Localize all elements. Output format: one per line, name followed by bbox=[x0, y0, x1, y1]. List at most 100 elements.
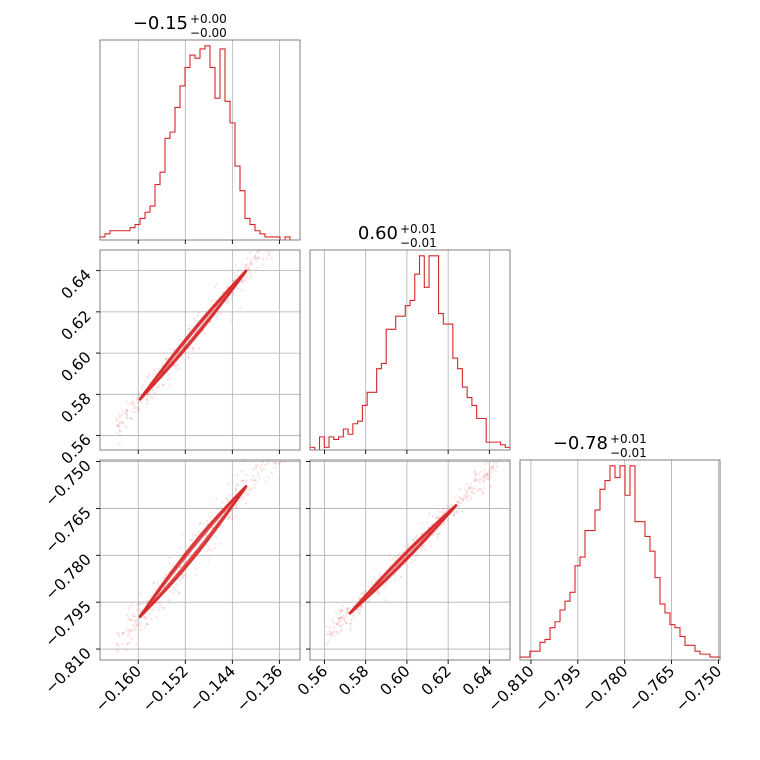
sample-point bbox=[232, 518, 235, 521]
sample-point bbox=[219, 506, 222, 509]
sample-point bbox=[339, 619, 342, 623]
sample-point bbox=[118, 443, 121, 447]
sample-point bbox=[159, 603, 163, 607]
sample-point bbox=[457, 496, 461, 499]
sample-point bbox=[239, 307, 242, 310]
histogram-2 bbox=[519, 465, 721, 660]
sample-point bbox=[235, 286, 238, 290]
sample-point bbox=[233, 294, 236, 297]
sample-point bbox=[456, 500, 460, 504]
sample-point bbox=[187, 348, 191, 351]
sample-point bbox=[168, 589, 172, 593]
sample-point bbox=[256, 471, 260, 474]
sample-point bbox=[248, 271, 252, 274]
sample-point bbox=[485, 474, 488, 477]
sample-point bbox=[217, 312, 220, 315]
sample-point bbox=[116, 424, 119, 428]
sample-point bbox=[415, 554, 418, 557]
x-ticks: 0.56 0.58 0.60 0.62 0.64 bbox=[294, 660, 496, 699]
sample-point bbox=[221, 501, 224, 504]
sample-point bbox=[191, 346, 195, 350]
sample-point bbox=[240, 279, 244, 283]
sample-point bbox=[151, 388, 155, 392]
sample-point bbox=[340, 616, 343, 619]
contour-1 bbox=[138, 484, 248, 619]
sample-point bbox=[157, 367, 161, 371]
sample-point bbox=[118, 415, 122, 419]
sample-point bbox=[353, 617, 357, 620]
sample-point bbox=[267, 252, 271, 255]
sample-point bbox=[124, 411, 127, 415]
sample-point bbox=[409, 560, 413, 564]
sample-point bbox=[466, 499, 469, 502]
sample-point bbox=[230, 319, 233, 322]
sample-point bbox=[174, 366, 178, 369]
sample-point bbox=[403, 544, 406, 547]
sample-point bbox=[117, 425, 120, 428]
sample-point bbox=[455, 510, 459, 513]
sample-point bbox=[411, 538, 415, 541]
sample-point bbox=[234, 264, 238, 267]
histogram-0 bbox=[99, 45, 300, 241]
sample-point bbox=[235, 274, 238, 277]
y-ticks: −0.810−0.795−0.780−0.765−0.750 bbox=[42, 457, 100, 697]
sample-point bbox=[436, 516, 440, 520]
sample-point bbox=[482, 475, 486, 479]
sample-point bbox=[465, 495, 469, 499]
sample-point bbox=[140, 387, 144, 390]
x-tick-label: −0.765 bbox=[625, 662, 678, 715]
sample-point bbox=[491, 465, 494, 469]
sample-point bbox=[335, 621, 338, 625]
sample-point bbox=[456, 505, 460, 508]
sample-point bbox=[125, 415, 129, 418]
sample-point bbox=[130, 410, 133, 413]
sample-point bbox=[391, 558, 394, 561]
sample-point bbox=[150, 618, 153, 621]
sample-point bbox=[136, 410, 140, 413]
panel-frame bbox=[99, 39, 301, 241]
sample-point bbox=[237, 500, 240, 503]
sample-point bbox=[146, 393, 149, 396]
sample-point bbox=[348, 626, 352, 630]
sample-point bbox=[260, 463, 264, 467]
sample-point bbox=[478, 478, 481, 481]
sample-point bbox=[374, 567, 377, 570]
sample-point bbox=[125, 648, 128, 652]
sample-point bbox=[442, 512, 445, 515]
sample-point bbox=[179, 546, 182, 550]
sample-point bbox=[487, 476, 490, 479]
sample-point bbox=[495, 465, 499, 468]
sample-point bbox=[277, 462, 281, 465]
sample-point bbox=[256, 250, 260, 253]
y-ticks: 0.560.580.600.620.64 bbox=[58, 266, 100, 468]
panel-frame bbox=[519, 459, 721, 661]
sample-point bbox=[181, 532, 184, 536]
sample-point bbox=[179, 565, 182, 569]
sample-point bbox=[337, 632, 341, 636]
sample-point bbox=[206, 549, 209, 552]
sample-point bbox=[328, 629, 331, 633]
sample-point bbox=[230, 512, 234, 515]
sample-point bbox=[181, 573, 184, 577]
sample-point bbox=[377, 592, 380, 596]
sample-point bbox=[339, 628, 343, 631]
sample-point bbox=[496, 461, 499, 464]
sample-point bbox=[462, 499, 465, 503]
sample-point bbox=[436, 517, 439, 520]
sample-point bbox=[472, 479, 476, 483]
sample-point bbox=[240, 279, 244, 283]
sample-point bbox=[327, 639, 330, 643]
sample-point bbox=[125, 613, 129, 617]
x-tick-label: 0.56 bbox=[294, 662, 331, 699]
sample-point bbox=[209, 320, 212, 324]
sample-point bbox=[468, 494, 471, 498]
sample-point bbox=[394, 555, 397, 559]
sample-point bbox=[178, 592, 181, 595]
sample-point bbox=[489, 485, 492, 488]
sample-point bbox=[144, 622, 148, 626]
sample-point bbox=[251, 262, 254, 266]
sample-point bbox=[134, 411, 137, 414]
sample-point bbox=[244, 491, 247, 494]
sample-point bbox=[457, 505, 460, 508]
